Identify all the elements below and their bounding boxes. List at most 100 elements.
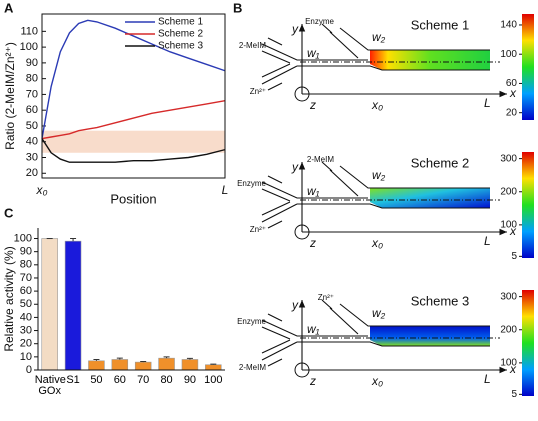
bar: [41, 238, 58, 371]
colorbar-tick-label: 60: [506, 78, 518, 89]
axes: [37, 228, 225, 371]
axis-label: w₂: [372, 306, 386, 320]
inlet-label: Zn²⁺: [250, 225, 266, 234]
x-tick-label: S1: [66, 374, 80, 386]
plot-frame: [41, 13, 226, 179]
channel-wall: [261, 326, 291, 354]
axis-label: L: [484, 234, 491, 248]
colorbar-tick-label: 5: [511, 251, 517, 262]
y-tick-label: 20: [20, 338, 32, 350]
legend-label: Scheme 1: [158, 17, 203, 28]
axis-label: w₂: [372, 30, 386, 44]
axis-label: x: [509, 224, 517, 238]
colorbar-tick-label: 100: [500, 358, 517, 369]
y-tick-label: 40: [20, 311, 32, 323]
y-tick-label: 100: [20, 41, 38, 53]
panel-label: B: [233, 0, 242, 15]
bar: [88, 360, 105, 371]
colorbar: [522, 14, 534, 120]
y-axis-title: Ratio (2-MeIM/Zn²⁺): [3, 42, 17, 150]
y-tick-label: 70: [26, 88, 38, 100]
inlet-label: 2-MeIM: [239, 363, 266, 372]
axis-label: w₁: [307, 46, 320, 60]
y-tick-label: 90: [26, 57, 38, 69]
x-tick-label: x₀: [35, 183, 47, 197]
panel-label: A: [4, 0, 14, 15]
colorbar-tick-label: 100: [500, 49, 517, 60]
axis-label: y: [291, 22, 299, 36]
axis-label: x₀: [371, 236, 383, 250]
band: [42, 130, 225, 153]
y-tick-label: 10: [20, 351, 32, 363]
scheme-title: Scheme 1: [411, 17, 470, 32]
error-bar: [163, 356, 170, 359]
inlet-label: 2-MeIM: [307, 155, 334, 164]
axis-label: y: [291, 298, 299, 312]
axis-label: w₁: [307, 322, 320, 336]
x-tick-label: 100: [204, 374, 223, 386]
x-tick-label: Native GOx: [34, 374, 66, 397]
colorbar-tick-label: 140: [500, 20, 517, 31]
axis-label: L: [484, 372, 491, 386]
bar: [158, 357, 175, 371]
inlet-label: Enzyme: [305, 17, 334, 26]
y-tick-label: 60: [20, 285, 32, 297]
scheme-title: Scheme 3: [411, 293, 470, 308]
panel-label: C: [4, 205, 14, 220]
axis-label: x: [509, 362, 517, 376]
colorbar-tick-label: 300: [500, 153, 517, 164]
error-bar: [93, 358, 100, 361]
bar: [64, 240, 82, 371]
concentration-plume: [370, 188, 490, 208]
channel-wall: [297, 203, 490, 209]
channel-wall: [329, 165, 490, 197]
inlet-label: Enzyme: [237, 317, 266, 326]
x-tick-label: 60: [113, 374, 126, 386]
series-line: [41, 138, 226, 163]
channel-wall: [261, 43, 368, 85]
y-tick-label: 90: [20, 246, 32, 258]
y-tick-label: 30: [20, 324, 32, 336]
inlet-arrows: [267, 161, 333, 229]
origin: [294, 86, 310, 102]
inlet-label: Zn²⁺: [318, 293, 334, 302]
concentration-plume: [370, 326, 490, 346]
x-tick-label: 90: [183, 374, 197, 386]
scheme-title: Scheme 2: [411, 155, 470, 170]
y-tick-label: 0: [26, 364, 32, 376]
axis-label: z: [309, 374, 316, 388]
inlet-label: Zn²⁺: [250, 87, 266, 96]
x-axis-title: Position: [110, 191, 156, 206]
channel-wall: [261, 319, 368, 361]
y-tick-label: 100: [14, 232, 32, 244]
y-tick-label: 60: [26, 104, 38, 116]
axis-label: L: [484, 96, 491, 110]
y-tick-label: 30: [26, 151, 38, 163]
channel-wall: [297, 341, 490, 347]
y-axis-title: Relative activity (%): [2, 246, 16, 351]
colorbar: [522, 152, 534, 258]
x-tick-label: L: [222, 183, 229, 197]
axis-label: x₀: [371, 374, 383, 388]
channel-wall: [261, 188, 291, 216]
channel-wall: [261, 50, 291, 78]
axis-label: x₀: [371, 98, 383, 112]
y-tick-label: 110: [20, 25, 38, 37]
error-bar: [140, 360, 147, 363]
y-tick-label: 50: [20, 298, 32, 310]
axis-label: z: [309, 236, 316, 250]
channel-wall: [329, 27, 490, 59]
channel-wall: [261, 181, 368, 223]
axis-label: w₁: [307, 184, 320, 198]
error-bar: [210, 363, 217, 365]
legend-label: Scheme 3: [158, 41, 203, 52]
inlet-label: Enzyme: [237, 179, 266, 188]
legend-label: Scheme 2: [158, 29, 203, 40]
axis-label: w₂: [372, 168, 386, 182]
x-tick-label: 80: [160, 374, 173, 386]
series-line: [41, 19, 226, 139]
inlet-label: 2-MeIM: [239, 41, 266, 50]
error-bar: [186, 357, 193, 360]
